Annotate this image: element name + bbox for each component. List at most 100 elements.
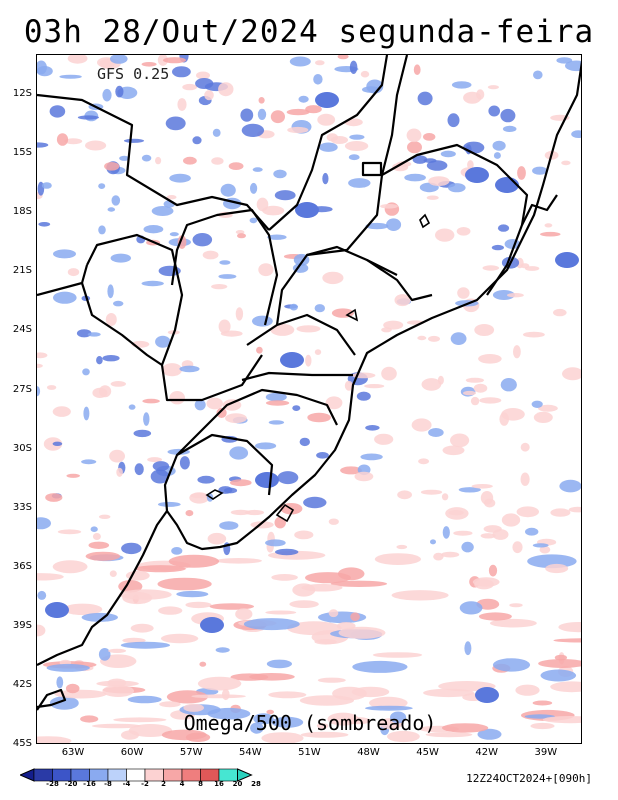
omega-cell <box>480 533 496 539</box>
omega-cell <box>387 730 420 743</box>
omega-cell <box>317 677 346 683</box>
omega-cell <box>127 695 162 704</box>
omega-cell <box>230 509 251 516</box>
omega-cell <box>113 300 124 307</box>
colorbar-tick-label: 8 <box>198 780 203 788</box>
omega-cell <box>52 406 71 417</box>
colorbar-tick-label: 4 <box>179 780 185 788</box>
omega-cell <box>539 545 551 554</box>
omega-cell <box>196 71 210 80</box>
omega-cell <box>118 589 172 600</box>
omega-cell <box>532 543 549 548</box>
omega-cell <box>37 573 64 581</box>
omega-cell <box>115 85 124 98</box>
omega-cell <box>152 461 170 472</box>
omega-cell <box>151 206 174 216</box>
omega-cell <box>525 527 539 536</box>
omega-cell <box>207 532 227 545</box>
omega-cell <box>194 399 206 411</box>
omega-cell <box>453 530 473 536</box>
omega-cell <box>183 703 204 712</box>
omega-cell <box>110 253 131 263</box>
border-ms <box>170 208 279 326</box>
omega-cell <box>303 496 327 509</box>
omega-cell <box>216 407 227 418</box>
omega-core <box>495 177 519 193</box>
omega-cell <box>397 490 412 500</box>
omega-cell <box>168 554 220 568</box>
omega-cell <box>317 113 336 126</box>
lat-tick-label: 45S <box>12 738 32 750</box>
colorbar-arrow-right <box>237 768 253 782</box>
omega-cell <box>286 108 310 116</box>
omega-cell <box>457 287 470 299</box>
omega-cell <box>141 154 152 162</box>
omega-cell <box>87 332 101 337</box>
omega-cell <box>325 396 343 410</box>
omega-cell <box>37 624 46 637</box>
omega-cell <box>513 345 521 359</box>
omega-cell <box>266 659 292 669</box>
omega-cell <box>274 516 286 529</box>
omega-cell <box>223 487 238 494</box>
omega-cell <box>386 218 402 231</box>
omega-cell <box>81 459 97 465</box>
omega-core <box>255 472 279 488</box>
omega-cell <box>266 709 274 715</box>
omega-cell <box>344 141 369 151</box>
omega-cell <box>520 442 530 452</box>
colorbar <box>20 768 253 782</box>
omega-cell <box>470 396 480 406</box>
omega-cell <box>212 128 221 137</box>
omega-cell <box>423 688 475 698</box>
omega-cell <box>562 367 581 381</box>
border-uruguay <box>163 433 274 512</box>
lon-tick-label: 63W <box>61 747 85 758</box>
omega-cell <box>96 356 103 365</box>
lat-tick-label: 36S <box>12 560 32 572</box>
omega-cell <box>135 565 186 573</box>
border-pr <box>246 313 356 356</box>
omega-cell <box>322 172 329 185</box>
omega-cell <box>37 590 47 600</box>
omega-cell <box>520 472 530 486</box>
omega-cell <box>412 155 428 164</box>
omega-cell <box>524 266 540 271</box>
colorbar-tick-label: -8 <box>104 780 112 788</box>
omega-cell <box>380 204 398 209</box>
border-mg <box>306 143 529 296</box>
omega-cell <box>289 56 311 67</box>
omega-cell <box>253 713 274 725</box>
omega-cell <box>411 418 432 432</box>
lon-tick-label: 60W <box>120 747 144 758</box>
omega-cell <box>500 108 516 123</box>
omega-core <box>555 252 579 268</box>
omega-cell <box>258 263 274 277</box>
omega-cell <box>85 551 121 561</box>
omega-cell <box>294 530 314 540</box>
border-rs <box>176 388 338 456</box>
omega-cell <box>211 284 228 290</box>
omega-cell <box>316 452 329 459</box>
omega-cell <box>540 669 577 682</box>
omega-cell <box>105 313 117 326</box>
omega-cell <box>141 62 157 67</box>
omega-cell <box>195 78 214 89</box>
omega-cell <box>169 391 185 405</box>
omega-cell <box>209 603 255 610</box>
omega-cell <box>327 712 359 726</box>
coastline <box>166 60 581 551</box>
omega-cell <box>406 128 422 143</box>
omega-cell <box>473 383 488 393</box>
omega-cell <box>314 304 325 313</box>
omega-cell <box>81 612 118 622</box>
omega-cell <box>316 723 329 729</box>
omega-cell <box>111 195 121 206</box>
omega-cell <box>54 689 107 699</box>
omega-cell <box>474 324 495 336</box>
omega-cell <box>550 681 581 693</box>
omega-cell <box>492 658 531 672</box>
omega-cell <box>197 676 242 691</box>
omega-cell <box>271 716 304 728</box>
omega-cell <box>37 736 72 743</box>
